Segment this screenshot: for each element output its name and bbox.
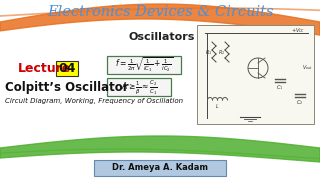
Text: $C_2$: $C_2$ xyxy=(296,99,304,107)
FancyBboxPatch shape xyxy=(107,78,171,96)
Text: Lecture: Lecture xyxy=(18,62,71,75)
Text: Dr. Ameya A. Kadam: Dr. Ameya A. Kadam xyxy=(112,163,208,172)
Text: $C_1$: $C_1$ xyxy=(276,84,284,93)
Text: $V_{out}$: $V_{out}$ xyxy=(302,64,314,73)
FancyBboxPatch shape xyxy=(56,61,78,76)
Text: $f = \frac{1}{2\pi}\sqrt{\frac{1}{lC_1}+\frac{1}{lC_2}}$: $f = \frac{1}{2\pi}\sqrt{\frac{1}{lC_1}+… xyxy=(115,55,173,75)
Text: Oscillators: Oscillators xyxy=(129,32,195,42)
FancyBboxPatch shape xyxy=(197,25,314,124)
Text: $L$: $L$ xyxy=(215,102,219,110)
Text: $R_1$: $R_1$ xyxy=(205,49,212,57)
FancyBboxPatch shape xyxy=(94,160,226,176)
Text: $+V_{CC}$: $+V_{CC}$ xyxy=(291,27,305,35)
Text: Colpitt’s Oscillator: Colpitt’s Oscillator xyxy=(5,80,129,93)
Text: Electronics Devices & Circuits: Electronics Devices & Circuits xyxy=(47,5,273,19)
Text: 04: 04 xyxy=(58,62,76,75)
Text: $R_2$: $R_2$ xyxy=(219,49,226,57)
Text: $A \geq \frac{1}{\beta} \approx \frac{C_2}{C_1}$: $A \geq \frac{1}{\beta} \approx \frac{C_… xyxy=(121,78,157,96)
Text: Circuit Diagram, Working, Frequency of Oscillation: Circuit Diagram, Working, Frequency of O… xyxy=(5,98,183,104)
FancyBboxPatch shape xyxy=(107,56,181,74)
